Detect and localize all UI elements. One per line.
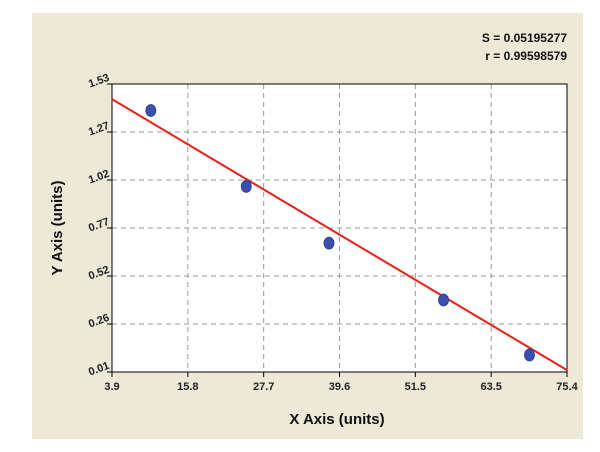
x-tick-label: 27.7: [253, 381, 274, 393]
x-tick-label: 75.4: [556, 381, 578, 393]
data-points: [145, 104, 535, 362]
fit-line-group: [111, 98, 568, 371]
data-point: [145, 104, 157, 117]
x-tick-label: 15.8: [177, 381, 198, 393]
stat-s-label: S = 0.05195277: [482, 31, 567, 45]
x-tick-label: 3.9: [104, 381, 119, 393]
x-tick-label: 51.5: [405, 381, 426, 393]
data-point: [438, 293, 449, 307]
x-axis-title: X Axis (units): [289, 411, 384, 428]
x-tick-label: 63.5: [480, 381, 501, 393]
data-point: [240, 179, 252, 193]
data-point: [323, 236, 335, 250]
x-tick-label: 39.6: [329, 381, 350, 393]
data-point: [524, 348, 535, 362]
stat-r-label: r = 0.99598579: [485, 49, 567, 63]
fit-line: [111, 98, 568, 371]
y-axis-title: Y Axis (units): [49, 180, 66, 275]
